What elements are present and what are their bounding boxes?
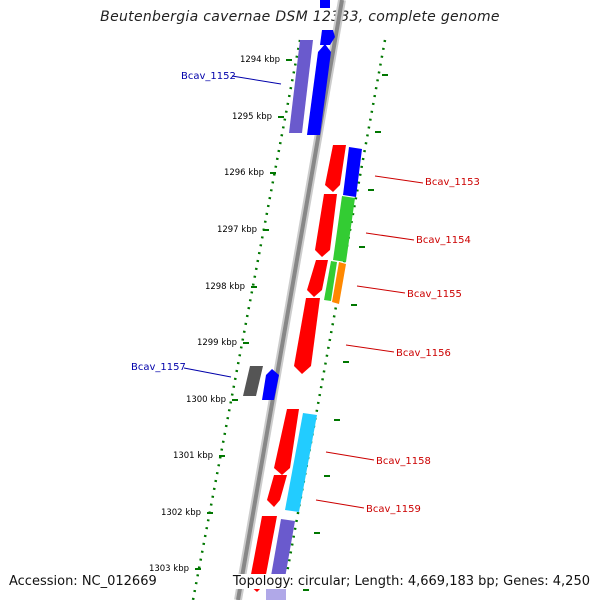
gene-label: Bcav_1157 xyxy=(131,362,186,373)
feature-red-1154 xyxy=(315,194,337,257)
feature-cyan-1158 xyxy=(285,413,317,512)
feature-gray-1157 xyxy=(243,366,263,396)
gene-leader-line xyxy=(365,232,415,241)
ruler-ticks xyxy=(195,59,388,591)
feature-orange-1155 xyxy=(332,262,346,304)
gene-label: Bcav_1154 xyxy=(416,235,471,246)
ruler-label: 1303 kbp xyxy=(149,564,189,574)
summary-text: Topology: circular; Length: 4,669,183 bp… xyxy=(228,574,590,589)
feature-red-bottom xyxy=(249,516,277,592)
feature-red-1158b xyxy=(267,475,287,507)
feature-red-1155 xyxy=(307,260,328,297)
feature-top-blue-a xyxy=(320,0,330,8)
ruler-label: 1294 kbp xyxy=(240,55,280,65)
feature-top-blue-b xyxy=(320,30,335,45)
feature-green-1154 xyxy=(333,196,355,262)
ruler-label: 1295 kbp xyxy=(232,112,272,122)
gene-leader-line xyxy=(315,499,365,509)
gene-labels: Bcav_1152 Bcav_1153 Bcav_1154 Bcav_1155 Bcav… xyxy=(131,71,480,515)
gene-label: Bcav_1153 xyxy=(425,177,480,188)
gene-label: Bcav_1156 xyxy=(396,348,451,359)
gene-leader-line xyxy=(183,367,232,378)
feature-blue-1153 xyxy=(343,147,362,197)
feature-red-1156 xyxy=(294,298,320,374)
feature-red-1158 xyxy=(274,409,299,475)
gene-label: Bcav_1158 xyxy=(376,456,431,467)
feature-purple-bottom-tail xyxy=(266,588,286,600)
gene-leader-line xyxy=(356,285,406,294)
ruler-label: 1299 kbp xyxy=(197,338,237,348)
gene-leader-line xyxy=(345,344,395,353)
accession-text: Accession: NC_012669 xyxy=(9,574,157,589)
gene-leader-line xyxy=(231,75,282,85)
ruler-label: 1302 kbp xyxy=(161,508,201,518)
map-title: Beutenbergia cavernae DSM 12333, complet… xyxy=(100,9,500,25)
feature-blue-1152 xyxy=(307,44,331,135)
feature-blue-1157 xyxy=(262,369,279,400)
gene-leader-line xyxy=(374,175,424,184)
feature-green-1155 xyxy=(324,261,337,301)
feature-red-1153 xyxy=(325,145,346,192)
ruler-labels: 1294 kbp 1295 kbp 1296 kbp 1297 kbp 1298 kbp… xyxy=(149,55,280,574)
ruler-label: 1301 kbp xyxy=(173,451,213,461)
ruler-label: 1297 kbp xyxy=(217,225,257,235)
backbone-line xyxy=(236,0,344,600)
ruler-label: 1296 kbp xyxy=(224,168,264,178)
gene-label: Bcav_1152 xyxy=(181,71,236,82)
gene-leader-line xyxy=(325,451,375,461)
gene-label: Bcav_1155 xyxy=(407,289,462,300)
ruler-label: 1298 kbp xyxy=(205,282,245,292)
feature-purple-1152 xyxy=(289,40,313,133)
gene-label: Bcav_1159 xyxy=(366,504,421,515)
ruler-label: 1300 kbp xyxy=(186,395,226,405)
